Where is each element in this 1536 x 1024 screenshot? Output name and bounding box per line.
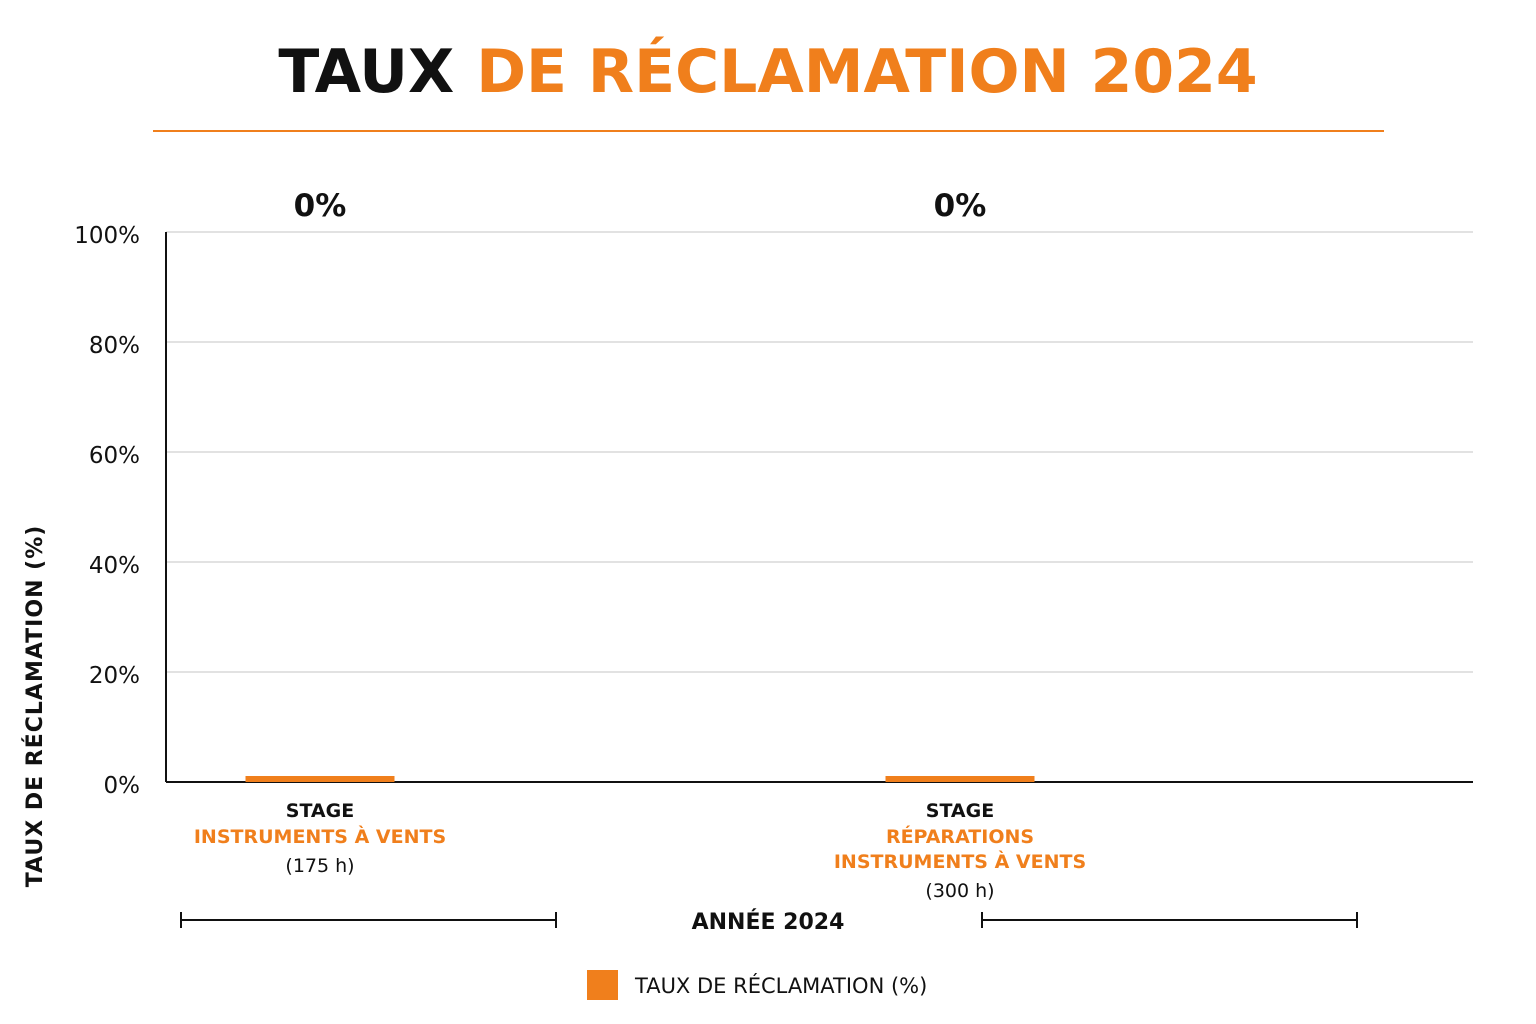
bar-value-label: 0% — [934, 188, 987, 224]
legend-swatch — [587, 970, 618, 1000]
legend-label: TAUX DE RÉCLAMATION (%) — [634, 973, 927, 998]
gridlines — [166, 231, 1473, 673]
y-tick-label: 80% — [89, 333, 140, 359]
value-labels: 0% 0% — [294, 188, 987, 224]
bar — [885, 776, 1035, 782]
category-label-line3: INSTRUMENTS À VENTS — [834, 850, 1086, 873]
legend: TAUX DE RÉCLAMATION (%) — [587, 970, 927, 1000]
chart-title-part1: TAUX — [278, 37, 454, 107]
y-tick-label: 20% — [89, 663, 140, 689]
category-hours-label: (300 h) — [925, 880, 994, 902]
y-tick-label: 0% — [104, 773, 141, 799]
y-tick-label: 40% — [89, 553, 140, 579]
category-labels: STAGE INSTRUMENTS À VENTS (175 h) STAGE RÉPA… — [194, 800, 1086, 902]
category-label-line1: STAGE — [286, 800, 354, 822]
bars — [245, 776, 1035, 782]
chart-title-part2: DE RÉCLAMATION 2024 — [476, 35, 1257, 107]
y-tick-label: 60% — [89, 443, 140, 469]
y-tick-labels: 0% 20% 40% 60% 80% 100% — [74, 223, 140, 799]
category-hours-label: (175 h) — [285, 855, 354, 877]
category-label-line2: INSTRUMENTS À VENTS — [194, 825, 446, 848]
category-label-line2: RÉPARATIONS — [886, 825, 1034, 848]
chart-title: TAUX DE RÉCLAMATION 2024 — [278, 35, 1257, 107]
bar-value-label: 0% — [294, 188, 347, 224]
category-label-line1: STAGE — [926, 800, 994, 822]
year-bracket — [180, 912, 1358, 928]
y-axis-title: TAUX DE RÉCLAMATION (%) — [22, 525, 48, 888]
x-axis-title: ANNÉE 2024 — [692, 909, 845, 935]
y-tick-label: 100% — [74, 223, 140, 249]
bar — [245, 776, 395, 782]
